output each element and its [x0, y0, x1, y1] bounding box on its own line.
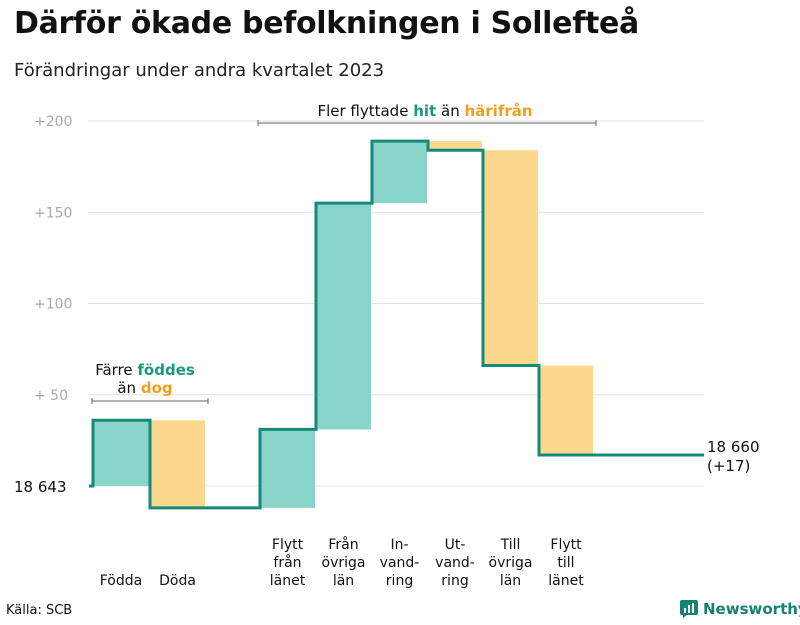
bar-invandring [372, 141, 427, 204]
cumulative-step-line [89, 139, 704, 510]
category-label-fran-ovriga-lan: Från övriga län [322, 536, 366, 589]
category-label-flytt-fran-lanet: Flytt från länet [270, 537, 306, 589]
newsworthy-logo[interactable]: Newsworthy [680, 600, 800, 618]
bar-fran-ovriga-lan [316, 203, 371, 430]
y-tick-label: +100 [34, 297, 72, 313]
chart-title: Därför ökade befolkningen i Sollefteå [14, 6, 639, 41]
y-tick-label: + 50 [34, 388, 68, 404]
migration-annotation: Fler flyttade hit än härifrån [257, 102, 597, 126]
final-population-label: 18 660 [707, 438, 760, 456]
births-annotation-line2: än dog [117, 379, 172, 397]
category-label-till-ovriga-lan: Till övriga län [489, 537, 533, 589]
births-bracket [91, 398, 209, 404]
bar-utvandring [428, 141, 482, 151]
bar-flytt-fran-lanet [260, 429, 315, 508]
category-label-doda: Döda [159, 573, 196, 589]
bars [93, 141, 593, 508]
bar-fodda [93, 420, 149, 486]
bar-flytt-till-lanet [539, 365, 593, 455]
brand-name: Newsworthy [703, 600, 800, 618]
category-label-fodda: Födda [100, 573, 142, 589]
y-tick-label: +150 [34, 205, 72, 221]
migration-bracket [257, 120, 597, 126]
births-annotation: Färre föddes än dog [91, 361, 209, 404]
gridlines [88, 120, 704, 487]
source-note: Källa: SCB [6, 603, 73, 618]
births-annotation-line1: Färre föddes [95, 361, 195, 379]
category-label-utvandring: Ut-vand-ring [435, 537, 475, 589]
final-change-label: (+17) [707, 457, 750, 475]
baseline-label: 18 643 [14, 478, 67, 496]
bar-till-ovriga-lan [483, 150, 538, 366]
chart-subtitle: Förändringar under andra kvartalet 2023 [14, 60, 385, 81]
category-label-invandring: In-vand-ring [380, 537, 420, 589]
y-axis-ticks: +200 +150 +100 + 50 [34, 114, 72, 404]
migration-annotation-text: Fler flyttade hit än härifrån [317, 102, 532, 120]
chart-logo-icon [680, 600, 698, 618]
category-labels: Födda Döda Flytt från länet Från övriga län In-v… [100, 536, 584, 589]
y-tick-label: +200 [34, 114, 72, 130]
category-label-flytt-till-lanet: Flytt till länet [548, 537, 584, 589]
bar-doda [150, 420, 205, 508]
